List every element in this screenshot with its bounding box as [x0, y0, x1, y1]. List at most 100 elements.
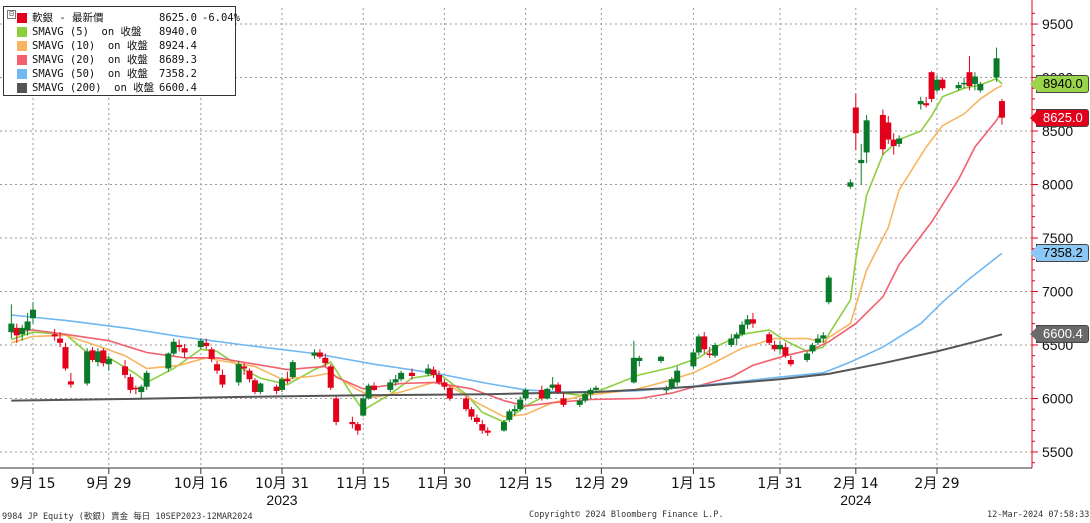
y-tick-label: 9500 — [1042, 16, 1073, 32]
x-tick-label: 12月 15 — [499, 476, 553, 492]
legend-name: SMAVG (5) on 收盤 — [32, 26, 142, 38]
x-tick-label: 2月 29 — [914, 476, 959, 492]
candle-body — [62, 347, 69, 369]
candle-body — [435, 374, 442, 383]
candle-body — [820, 335, 827, 339]
candle-body — [143, 372, 150, 387]
candle-body — [852, 107, 859, 134]
candle-body — [522, 389, 529, 399]
grid — [0, 8, 1032, 468]
candle-body — [782, 347, 789, 356]
candlesticks — [8, 47, 1005, 436]
legend-name: SMAVG (50) on 收盤 — [32, 68, 148, 80]
candle-body — [511, 409, 518, 412]
candle-body — [863, 120, 870, 153]
candle-body — [181, 348, 188, 353]
legend-change: -6.04% — [202, 12, 240, 24]
legend-swatch — [17, 13, 27, 23]
legend-name: SMAVG (200) on 收盤 — [32, 82, 155, 94]
candle-body — [203, 342, 210, 347]
legend-value: 8625.0 — [159, 12, 197, 24]
candle-body — [327, 366, 334, 388]
candle-body — [690, 352, 697, 367]
candle-body — [24, 321, 31, 330]
candle-body — [576, 400, 583, 405]
candle-body — [132, 387, 139, 390]
candle-body — [977, 83, 984, 91]
candle-body — [94, 351, 101, 363]
candle-body — [463, 398, 470, 410]
candle-body — [284, 379, 291, 382]
last-value-tag: 6600.4 — [1030, 325, 1089, 344]
candle-body — [479, 424, 486, 431]
candle-body — [289, 362, 296, 378]
legend-value: 8689.3 — [159, 54, 197, 66]
candle-body — [825, 277, 832, 303]
candle-body — [273, 386, 280, 391]
candle-body — [560, 398, 567, 405]
x-tick-label: 1月 31 — [757, 476, 802, 492]
x-year-label: 2023 — [266, 492, 297, 508]
candle-body — [500, 422, 507, 431]
candle-body — [885, 122, 892, 140]
candle-body — [197, 340, 204, 348]
candle-body — [316, 352, 323, 357]
candle-body — [398, 372, 405, 380]
candle-body — [728, 338, 735, 345]
candle-body — [208, 349, 215, 359]
candle-body — [257, 383, 264, 393]
last-value-tag: 8625.0 — [1030, 108, 1089, 127]
candle-body — [349, 422, 356, 425]
legend-value: 7358.2 — [159, 68, 197, 80]
legend-swatch — [17, 55, 27, 65]
candle-body — [549, 384, 556, 388]
candle-body — [13, 327, 20, 336]
candle-body — [371, 385, 378, 390]
candle-body — [430, 369, 437, 375]
candle-body — [246, 370, 253, 380]
y-tick-label: 6000 — [1042, 390, 1073, 406]
legend-value: 6600.4 — [159, 82, 197, 94]
candle-body — [30, 309, 36, 319]
x-tick-label: 10月 31 — [255, 476, 309, 492]
candle-body — [138, 386, 145, 393]
footer-timestamp: 12-Mar-2024 07:58:33 — [987, 510, 1090, 520]
candle-body — [84, 351, 91, 384]
candle-body — [858, 159, 865, 164]
x-tick-label: 9月 29 — [86, 476, 131, 492]
candle-body — [966, 72, 973, 87]
candle-body — [333, 398, 340, 422]
candle-body — [668, 379, 675, 388]
candle-body — [555, 384, 562, 393]
candle-body — [51, 334, 58, 337]
candle-body — [100, 350, 107, 364]
collapse-icon[interactable]: ⊟ — [7, 10, 16, 19]
candle-body — [744, 319, 751, 325]
candle-body — [630, 357, 637, 383]
moving-average-lines — [11, 77, 1003, 423]
candle-body — [8, 323, 15, 333]
candle-body — [219, 374, 226, 385]
candle-body — [57, 338, 64, 343]
candle-body — [993, 58, 1000, 78]
legend-name: SMAVG (20) on 收盤 — [32, 54, 148, 66]
candle-body — [441, 382, 448, 387]
x-tick-label: 2月 14 — [833, 476, 878, 492]
candle-body — [354, 424, 361, 431]
candle-body — [311, 352, 318, 356]
candle-body — [847, 182, 854, 187]
series-line — [11, 84, 1003, 418]
series-line — [11, 333, 1003, 402]
candle-body — [917, 101, 924, 105]
candle-body — [961, 82, 968, 85]
candle-body — [19, 327, 26, 335]
candle-body — [971, 76, 978, 84]
candle-body — [809, 344, 816, 352]
legend-value: 8924.4 — [159, 40, 197, 52]
candle-body — [701, 336, 708, 350]
candle-body — [89, 350, 96, 360]
candle-body — [923, 103, 930, 106]
candle-body — [105, 358, 112, 365]
series-line — [11, 110, 1003, 407]
x-tick-label: 11月 15 — [336, 476, 390, 492]
